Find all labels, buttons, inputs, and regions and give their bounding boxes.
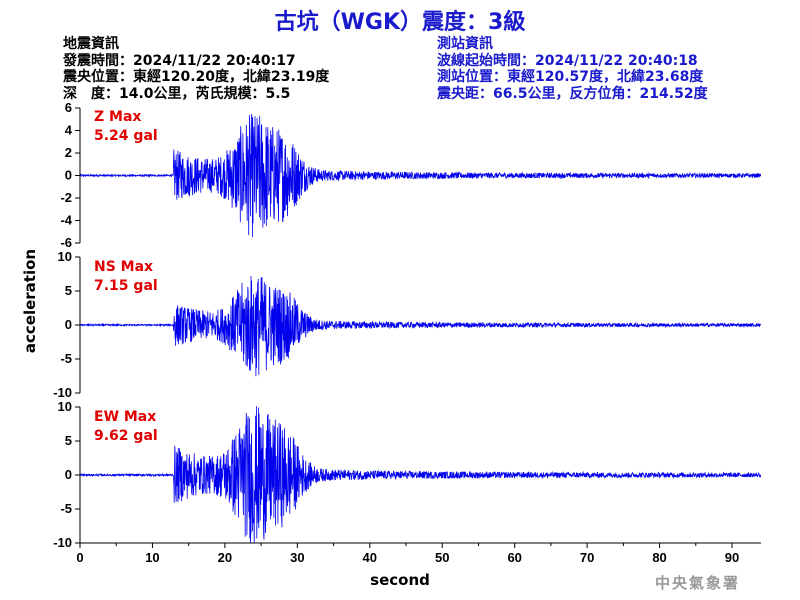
x-tick-label: 40 [363, 550, 377, 565]
z-max-title: Z Max [94, 109, 142, 125]
x-tick-label: 90 [725, 550, 739, 565]
x-tick-label: 80 [652, 550, 666, 565]
ew-y-tick-label: -10 [53, 535, 72, 550]
z-y-tick-label: 6 [65, 100, 72, 115]
ew-y-tick-label: 5 [65, 433, 72, 448]
ns-max-title: NS Max [94, 259, 154, 275]
station-info: 測站資訊 波線起始時間：2024/11/22 20:40:18 測站位置：東經1… [437, 36, 708, 102]
ns-max-label: NS Max 7.15 gal [94, 258, 158, 296]
z-max-label: Z Max 5.24 gal [94, 108, 158, 146]
z-y-tick-label: 2 [65, 145, 72, 160]
x-tick-label: 0 [76, 550, 83, 565]
event-info: 地震資訊 發震時間：2024/11/22 20:40:17 震央位置：東經120… [63, 36, 329, 102]
ns-y-tick-label: -10 [53, 385, 72, 400]
ns-max-value: 7.15 gal [94, 278, 158, 294]
traces-group [79, 113, 762, 544]
origin-time: 發震時間：2024/11/22 20:40:17 [63, 52, 296, 69]
x-tick-label: 50 [435, 550, 449, 565]
ns-y-tick-label: 10 [58, 249, 72, 264]
ew-y-tick-label: 10 [58, 399, 72, 414]
depth-magnitude: 深 度：14.0公里，芮氏規模：5.5 [63, 85, 291, 102]
x-tick-label: 70 [580, 550, 594, 565]
station-info-heading: 測站資訊 [437, 36, 493, 52]
x-tick-label: 60 [507, 550, 521, 565]
agency-credit: 中央氣象署 [655, 574, 741, 592]
z-y-tick-label: -6 [60, 235, 72, 250]
ew-trace [79, 406, 762, 544]
ns-trace [79, 276, 762, 377]
y-axis-label: acceleration [21, 248, 39, 354]
ns-y-tick-label: 0 [65, 317, 72, 332]
z-y-tick-label: -4 [60, 213, 72, 228]
event-info-heading: 地震資訊 [63, 36, 119, 52]
ns-y-tick-label: 5 [65, 283, 72, 298]
station-location: 測站位置：東經120.57度，北緯23.68度 [437, 69, 704, 85]
z-y-tick-label: -2 [60, 190, 72, 205]
epicentral-distance: 震央距：66.5公里，反方位角：214.52度 [437, 85, 708, 102]
epicenter: 震央位置：東經120.20度，北緯23.19度 [63, 69, 330, 85]
z-trace [79, 113, 762, 238]
ew-max-label: EW Max 9.62 gal [94, 408, 158, 446]
x-tick-label: 20 [218, 550, 232, 565]
ew-max-title: EW Max [94, 409, 157, 425]
record-start-time: 波線起始時間：2024/11/22 20:40:18 [437, 52, 698, 69]
ew-max-value: 9.62 gal [94, 428, 158, 444]
x-tick-label: 10 [145, 550, 159, 565]
ew-y-tick-label: -5 [60, 501, 72, 516]
z-y-tick-label: 0 [65, 168, 72, 183]
ew-y-tick-label: 0 [65, 467, 72, 482]
x-tick-label: 30 [290, 550, 304, 565]
z-max-value: 5.24 gal [94, 128, 158, 144]
page-title: 古坑（WGK）震度：3級 [274, 10, 526, 35]
z-y-tick-label: 4 [65, 123, 73, 138]
ns-y-tick-label: -5 [60, 351, 72, 366]
x-axis-label: second [370, 571, 430, 589]
